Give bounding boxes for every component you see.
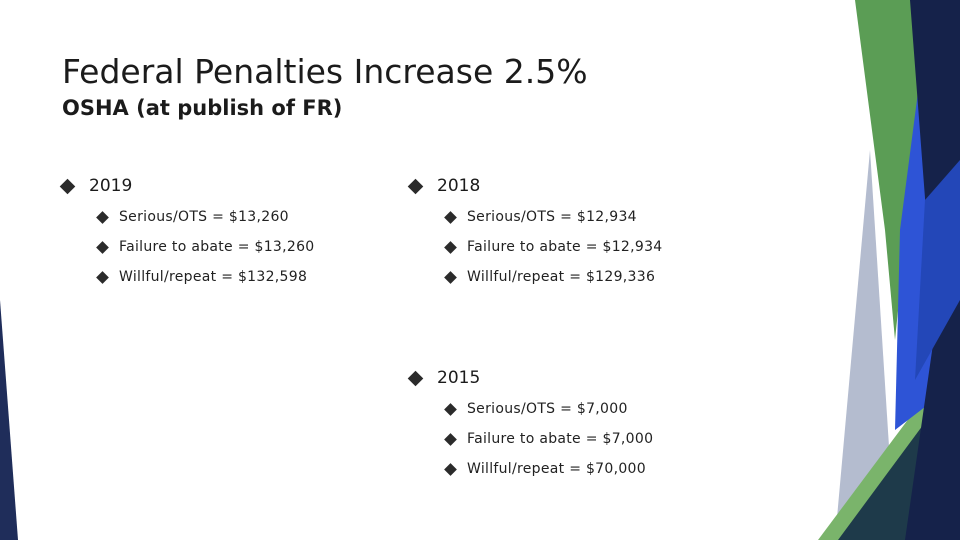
right-blue-accent <box>915 160 960 380</box>
right-gray-band <box>835 150 895 540</box>
penalty-text: Serious/OTS = $12,934 <box>467 209 637 225</box>
penalty-text: Failure to abate = $7,000 <box>467 431 654 447</box>
slide-title: Federal Penalties Increase 2.5% <box>62 52 588 91</box>
list-item: Failure to abate = $13,260 <box>96 232 315 262</box>
penalty-text: Failure to abate = $13,260 <box>119 239 315 255</box>
penalty-text: Failure to abate = $12,934 <box>467 239 663 255</box>
list-item: Failure to abate = $12,934 <box>444 232 663 262</box>
diamond-bullet-icon <box>96 240 109 254</box>
penalty-text: Serious/OTS = $13,260 <box>119 209 289 225</box>
group-label: 2018 <box>437 176 481 196</box>
list-item: Serious/OTS = $7,000 <box>444 394 663 424</box>
group-heading: 2018 <box>407 172 663 200</box>
slide-subtitle: OSHA (at publish of FR) <box>62 96 343 120</box>
column-right: 2018 Serious/OTS = $12,934 Failure to ab… <box>407 172 663 484</box>
group-2018: 2018 Serious/OTS = $12,934 Failure to ab… <box>407 172 663 292</box>
group-heading: 2019 <box>59 172 315 200</box>
penalty-list: Serious/OTS = $13,260 Failure to abate =… <box>96 202 315 292</box>
column-left: 2019 Serious/OTS = $13,260 Failure to ab… <box>59 172 315 292</box>
penalty-text: Willful/repeat = $132,598 <box>119 269 308 285</box>
diamond-bullet-icon <box>407 370 424 386</box>
list-item: Willful/repeat = $132,598 <box>96 262 315 292</box>
group-2019: 2019 Serious/OTS = $13,260 Failure to ab… <box>59 172 315 292</box>
left-navy-sliver <box>0 300 18 540</box>
group-label: 2019 <box>89 176 133 196</box>
group-label: 2015 <box>437 368 481 388</box>
diamond-bullet-icon <box>444 462 457 476</box>
list-item: Serious/OTS = $13,260 <box>96 202 315 232</box>
penalty-text: Willful/repeat = $70,000 <box>467 461 646 477</box>
diamond-bullet-icon <box>444 270 457 284</box>
right-green-band <box>855 0 930 340</box>
penalty-text: Serious/OTS = $7,000 <box>467 401 628 417</box>
list-item: Willful/repeat = $129,336 <box>444 262 663 292</box>
list-item: Willful/repeat = $70,000 <box>444 454 663 484</box>
diamond-bullet-icon <box>96 210 109 224</box>
diamond-bullet-icon <box>444 432 457 446</box>
diamond-bullet-icon <box>444 402 457 416</box>
penalty-list: Serious/OTS = $7,000 Failure to abate = … <box>444 394 663 484</box>
penalty-text: Willful/repeat = $129,336 <box>467 269 656 285</box>
list-item: Serious/OTS = $12,934 <box>444 202 663 232</box>
diamond-bullet-icon <box>407 178 424 194</box>
diamond-bullet-icon <box>59 178 76 194</box>
diamond-bullet-icon <box>444 210 457 224</box>
group-heading: 2015 <box>407 364 663 392</box>
diamond-bullet-icon <box>96 270 109 284</box>
list-item: Failure to abate = $7,000 <box>444 424 663 454</box>
diamond-bullet-icon <box>444 240 457 254</box>
group-2015: 2015 Serious/OTS = $7,000 Failure to aba… <box>407 364 663 484</box>
penalty-list: Serious/OTS = $12,934 Failure to abate =… <box>444 202 663 292</box>
